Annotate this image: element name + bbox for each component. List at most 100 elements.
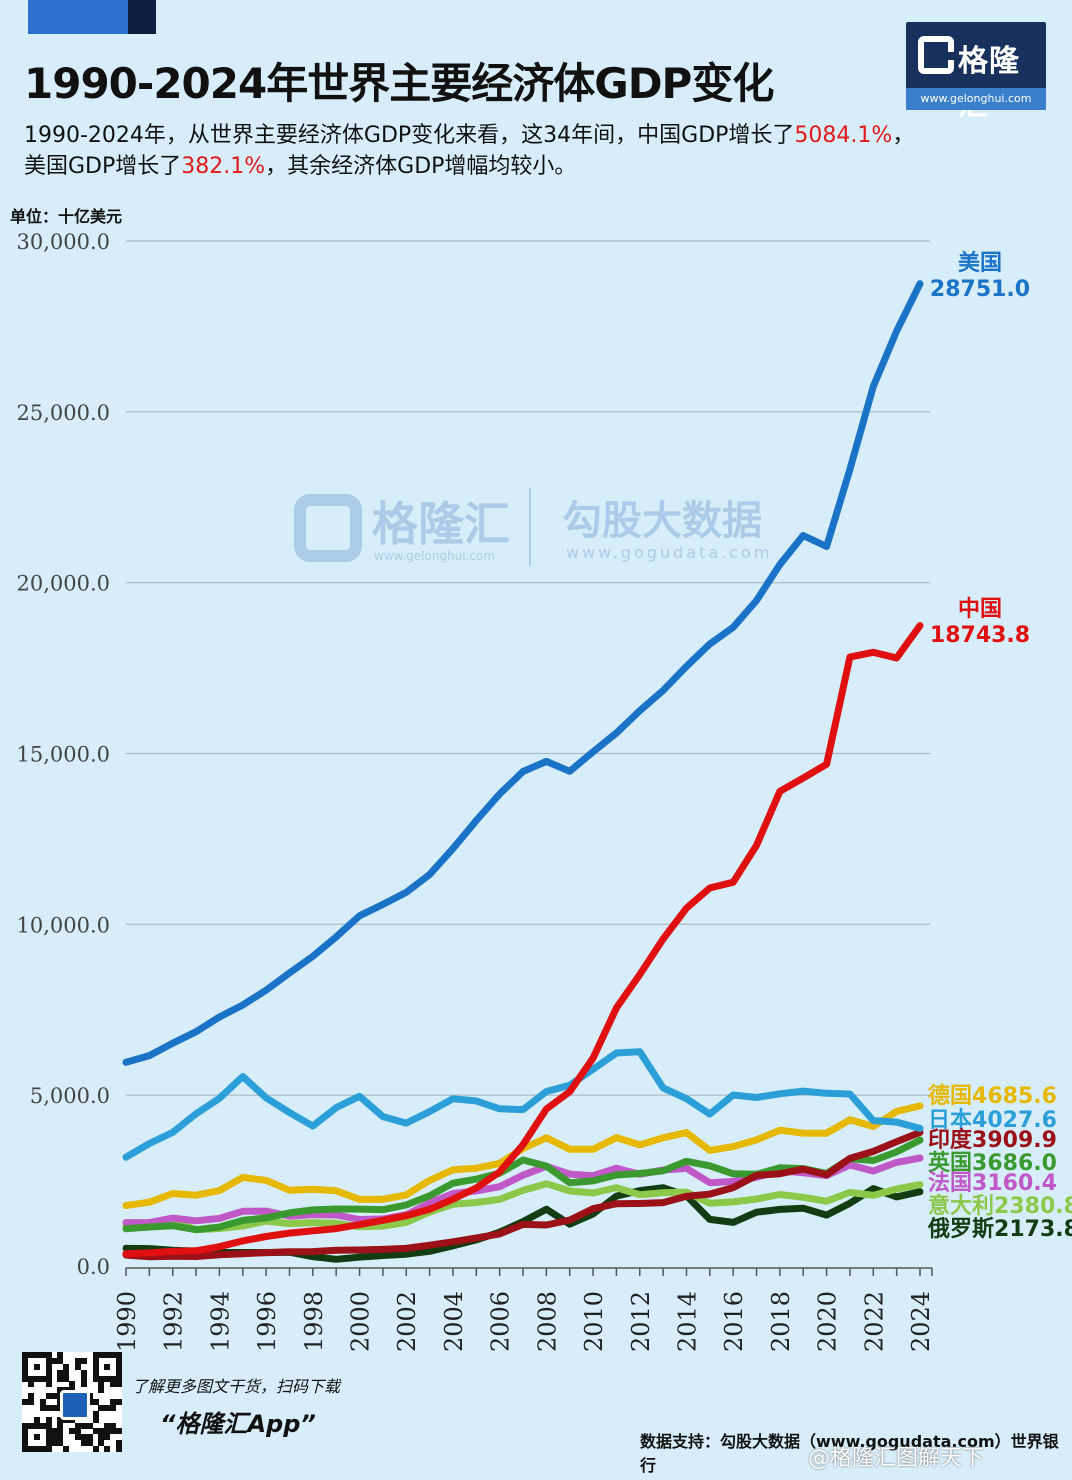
qr-module: [104, 1434, 111, 1441]
qr-module: [92, 1363, 99, 1370]
y-tick-label: 0.0: [77, 1255, 110, 1279]
series-end-label: 法国3160.4: [928, 1171, 1057, 1196]
qr-module: [57, 1428, 64, 1435]
y-tick-label: 30,000.0: [16, 230, 110, 254]
header-accent-dark: [128, 0, 156, 34]
data-source: 数据支持：勾股大数据（www.gogudata.com）世界银行: [640, 1432, 1059, 1475]
qr-module: [51, 1404, 58, 1411]
qr-module: [27, 1446, 34, 1453]
x-tick-label: 2024: [907, 1291, 935, 1352]
qr-module: [98, 1428, 105, 1435]
watermark-g-icon: [294, 494, 362, 562]
x-tick-label: 2000: [347, 1291, 375, 1352]
x-tick-label: 2012: [627, 1291, 655, 1352]
qr-module: [98, 1440, 105, 1447]
qr-module: [80, 1440, 87, 1447]
qr-module: [22, 1357, 28, 1364]
qr-module: [92, 1410, 99, 1417]
qr-module: [86, 1422, 93, 1429]
series-name-label: 美国: [958, 250, 1002, 276]
watermark-brand1-url: www.gelonghui.com: [374, 549, 495, 563]
weibo-handle: @格隆汇图解天下: [808, 1446, 985, 1471]
qr-module: [92, 1369, 99, 1376]
series-line-2: [122, 1048, 924, 1161]
watermark: 格隆汇 www.gelonghui.com 勾股大数据 www.gogudata…: [294, 488, 769, 566]
subtitle-text-3: 美国GDP增长了: [24, 154, 182, 179]
qr-module: [104, 1352, 111, 1358]
qr-module: [116, 1399, 123, 1406]
watermark-brand1: 格隆汇: [372, 497, 510, 551]
promo-line: 了解更多图文干货，扫码下载: [132, 1377, 341, 1396]
qr-module: [22, 1434, 28, 1441]
qr-module: [116, 1375, 123, 1382]
logo-url: www.gelonghui.com: [906, 88, 1046, 110]
x-tick-label: 1996: [253, 1291, 281, 1352]
qr-module: [74, 1363, 81, 1370]
qr-module: [33, 1422, 40, 1429]
header-accent-blue: [28, 0, 128, 34]
qr-module: [80, 1434, 87, 1441]
qr-module: [110, 1399, 117, 1406]
x-tick-label: 2006: [487, 1291, 515, 1352]
qr-module: [92, 1446, 99, 1453]
qr-module: [39, 1446, 46, 1453]
series-end-label: 俄罗斯2173.8: [927, 1216, 1072, 1242]
qr-module: [51, 1357, 58, 1364]
series-end-label: 德国4685.6: [928, 1083, 1057, 1109]
series-line-1: [122, 622, 924, 1258]
qr-module: [104, 1428, 111, 1435]
qr-module: [57, 1352, 64, 1358]
x-tick-label: 2004: [440, 1291, 468, 1352]
qr-module: [69, 1428, 76, 1435]
qr-module: [63, 1375, 70, 1382]
qr-module: [57, 1434, 64, 1441]
qr-module: [22, 1352, 28, 1358]
gelonghui-logo: 格隆汇 www.gelonghui.com: [906, 22, 1046, 123]
qr-module: [98, 1404, 105, 1411]
qr-module: [57, 1440, 64, 1447]
qr-module: [39, 1404, 46, 1411]
qr-module: [22, 1440, 28, 1447]
qr-module: [27, 1375, 34, 1382]
qr-module: [80, 1381, 87, 1388]
qr-module: [57, 1375, 64, 1382]
axis-ticks: 0.0 5,000.0 10,000.0 15,000.0 20,000.0 25,000…: [16, 230, 935, 1352]
x-tick-label: 2014: [673, 1291, 701, 1352]
qr-module: [27, 1393, 34, 1400]
qr-module: [104, 1404, 111, 1411]
qr-module: [86, 1434, 93, 1441]
unit-label: 单位：十亿美元: [10, 207, 123, 226]
qr-module: [116, 1363, 123, 1370]
qr-module: [98, 1387, 105, 1394]
x-tick-label: 1994: [206, 1291, 234, 1352]
qr-module: [92, 1375, 99, 1382]
qr-module: [74, 1422, 81, 1429]
qr-module: [27, 1381, 34, 1388]
qr-module: [45, 1363, 52, 1370]
page-title: 1990-2024年世界主要经济体GDP变化: [24, 59, 774, 108]
x-tick-label: 2016: [720, 1291, 748, 1352]
qr-module: [74, 1428, 81, 1435]
qr-module: [45, 1428, 52, 1435]
subtitle-text-2: ，: [892, 123, 915, 148]
qr-module: [57, 1422, 64, 1429]
us-growth-value: 382.1%: [181, 154, 266, 179]
qr-module: [51, 1440, 58, 1447]
qr-module: [39, 1352, 46, 1358]
qr-module: [104, 1363, 111, 1370]
qr-module: [22, 1446, 28, 1453]
qr-module: [92, 1416, 99, 1423]
qr-module: [86, 1440, 93, 1447]
qr-module: [116, 1440, 123, 1447]
qr-module: [45, 1393, 52, 1400]
qr-module: [104, 1375, 111, 1382]
qr-module: [98, 1375, 105, 1382]
qr-module: [98, 1352, 105, 1358]
qr-module: [57, 1369, 64, 1376]
qr-module: [27, 1352, 34, 1358]
qr-module: [45, 1375, 52, 1382]
qr-module: [110, 1375, 117, 1382]
x-tick-label: 1998: [300, 1291, 328, 1352]
qr-module: [92, 1357, 99, 1364]
qr-module: [22, 1422, 28, 1429]
